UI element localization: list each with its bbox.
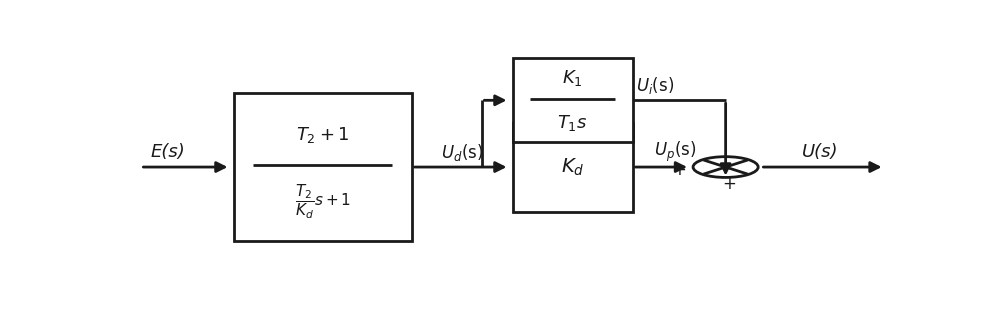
Circle shape [693, 157, 758, 178]
FancyBboxPatch shape [234, 93, 412, 241]
Text: $\dfrac{T_2}{K_d}s + 1$: $\dfrac{T_2}{K_d}s + 1$ [295, 183, 351, 221]
Text: $T_1 s$: $T_1 s$ [557, 113, 588, 133]
Text: $U_d$(s): $U_d$(s) [441, 142, 483, 163]
Text: +: + [672, 161, 686, 179]
Text: E(s): E(s) [150, 143, 185, 161]
Text: $T_2 + 1$: $T_2 + 1$ [296, 125, 349, 145]
Text: +: + [722, 175, 736, 193]
Text: $K_1$: $K_1$ [562, 68, 583, 88]
Text: $U_p$(s): $U_p$(s) [654, 140, 696, 164]
Text: $U_i$(s): $U_i$(s) [637, 75, 675, 96]
FancyBboxPatch shape [512, 123, 633, 212]
FancyBboxPatch shape [512, 58, 633, 142]
Text: U(s): U(s) [802, 143, 838, 161]
Text: $K_d$: $K_d$ [561, 156, 584, 178]
